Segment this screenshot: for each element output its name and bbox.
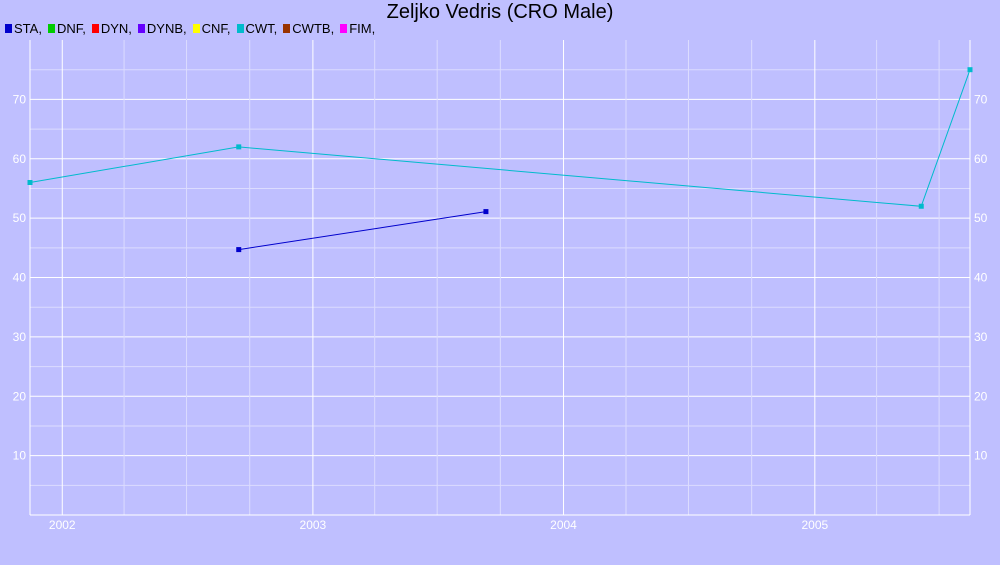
legend-item: CNF, (192, 21, 231, 36)
y-tick-label-right: 20 (974, 389, 988, 403)
y-tick-label-left: 60 (13, 152, 27, 166)
chart-title: Zeljko Vedris (CRO Male) (386, 1, 614, 23)
y-tick-label-left: 30 (13, 330, 27, 344)
legend-label: CWTB, (292, 21, 335, 36)
legend-label: CNF, (201, 21, 231, 36)
data-point (236, 144, 242, 150)
legend-item: DNF, (47, 21, 86, 36)
legend-label: DYN, (100, 21, 132, 36)
y-tick-label-right: 30 (974, 330, 988, 344)
legend-swatch (47, 24, 55, 33)
y-tick-label-right: 50 (974, 211, 988, 225)
grid (30, 40, 970, 515)
data-point (483, 209, 489, 215)
axes (29, 40, 971, 516)
data-point (27, 180, 33, 185)
y-tick-label-right: 70 (974, 92, 988, 106)
legend-swatch (137, 24, 145, 33)
y-tick-label-right: 10 (974, 449, 988, 463)
tick-labels: 10 10 20 20 30 30 40 40 50 50 60 60 70 70 2002 2003 2004… (13, 92, 988, 532)
legend-swatch (283, 24, 291, 33)
series-line (29, 69, 971, 207)
y-tick-label-right: 40 (974, 271, 988, 285)
data-point (236, 247, 242, 253)
legend-item: FIM, (340, 21, 375, 36)
legend-label: CWT, (245, 21, 278, 36)
data-point (918, 203, 924, 209)
legend-item: DYNB, (137, 21, 187, 36)
legend-item: CWT, (236, 21, 278, 36)
legend-item: DYN, (91, 21, 132, 36)
x-tick-label: 2002 (49, 518, 76, 532)
y-tick-label-left: 70 (13, 92, 27, 106)
legend-label: FIM, (349, 21, 376, 36)
legend-label: DNF, (56, 21, 86, 36)
y-tick-label-right: 60 (974, 152, 988, 166)
legend-swatch (192, 24, 200, 33)
data-point (967, 67, 973, 73)
y-tick-label-left: 20 (13, 389, 27, 403)
legend-swatch (236, 24, 244, 33)
y-tick-label-left: 40 (13, 271, 27, 285)
legend-swatch (5, 24, 12, 33)
y-tick-label-left: 50 (13, 211, 27, 225)
legend-swatch (91, 24, 99, 33)
x-tick-label: 2004 (550, 518, 577, 532)
legend-swatch (340, 24, 348, 33)
legend-label: DYNB, (146, 21, 187, 36)
legend-item: CWTB, (283, 21, 334, 36)
y-tick-label-left: 10 (13, 449, 27, 463)
x-tick-label: 2003 (300, 518, 327, 532)
x-tick-label: 2005 (801, 518, 828, 532)
legend: STA, DNF, DYN, DYNB, CNF, CWT, CWTB, FIM, (5, 21, 381, 36)
series-line (238, 211, 486, 251)
series-lines (27, 67, 973, 253)
legend-label: STA, (14, 21, 42, 36)
legend-item: STA, (5, 21, 42, 36)
